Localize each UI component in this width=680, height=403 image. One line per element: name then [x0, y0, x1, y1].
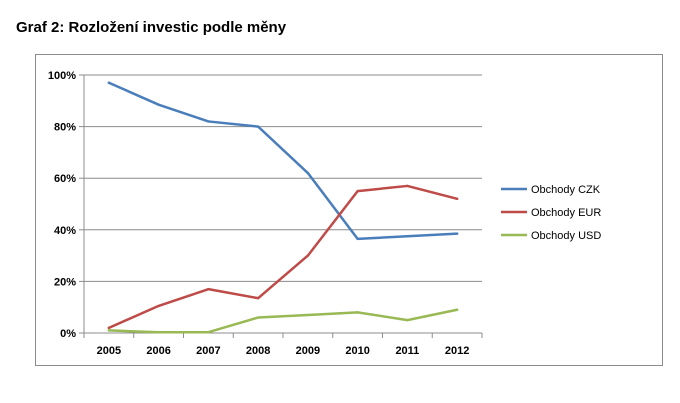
y-tick-label: 0% — [60, 328, 76, 340]
data-point — [107, 329, 111, 332]
series-line-obchody-usd — [107, 308, 459, 334]
data-point — [306, 171, 310, 175]
data-point — [107, 81, 111, 84]
data-point — [356, 189, 359, 193]
legend-label: Obchody EUR — [531, 207, 601, 219]
x-tick-label: 2009 — [296, 345, 320, 357]
x-tick-label: 2010 — [345, 345, 369, 357]
x-tick-label: 2005 — [97, 345, 121, 357]
data-point — [157, 103, 160, 106]
data-point — [356, 311, 359, 314]
data-point — [406, 235, 409, 238]
series-line-obchody-czk — [107, 81, 459, 241]
legend-label: Obchody USD — [531, 230, 601, 242]
y-tick-label: 100% — [48, 70, 76, 82]
data-point — [455, 308, 459, 311]
data-point — [207, 287, 210, 291]
data-point — [306, 254, 310, 257]
x-tick-label: 2012 — [445, 345, 469, 357]
data-point — [107, 326, 111, 330]
y-tick-label: 60% — [54, 173, 76, 185]
data-point — [207, 331, 210, 334]
data-point — [406, 184, 409, 188]
y-tick-label: 20% — [54, 276, 76, 288]
x-tick-label: 2008 — [246, 345, 270, 357]
data-point — [406, 318, 409, 322]
data-point — [455, 232, 459, 235]
page-title: Graf 2: Rozložení investic podle měny — [16, 19, 287, 36]
data-point — [356, 237, 359, 241]
data-point — [207, 120, 210, 123]
x-tick-label: 2007 — [196, 345, 220, 357]
data-point — [256, 296, 260, 300]
y-tick-label: 40% — [54, 225, 76, 237]
x-tick-label: 2006 — [146, 345, 170, 357]
x-tick-label: 2011 — [395, 345, 419, 357]
series-line-obchody-eur — [107, 184, 459, 330]
data-point — [157, 331, 160, 334]
legend-label: Obchody CZK — [531, 184, 601, 196]
data-point — [157, 304, 160, 308]
data-point — [256, 316, 260, 319]
data-point — [256, 125, 260, 128]
data-point — [455, 197, 459, 201]
y-tick-label: 80% — [54, 122, 76, 134]
data-point — [306, 313, 310, 317]
